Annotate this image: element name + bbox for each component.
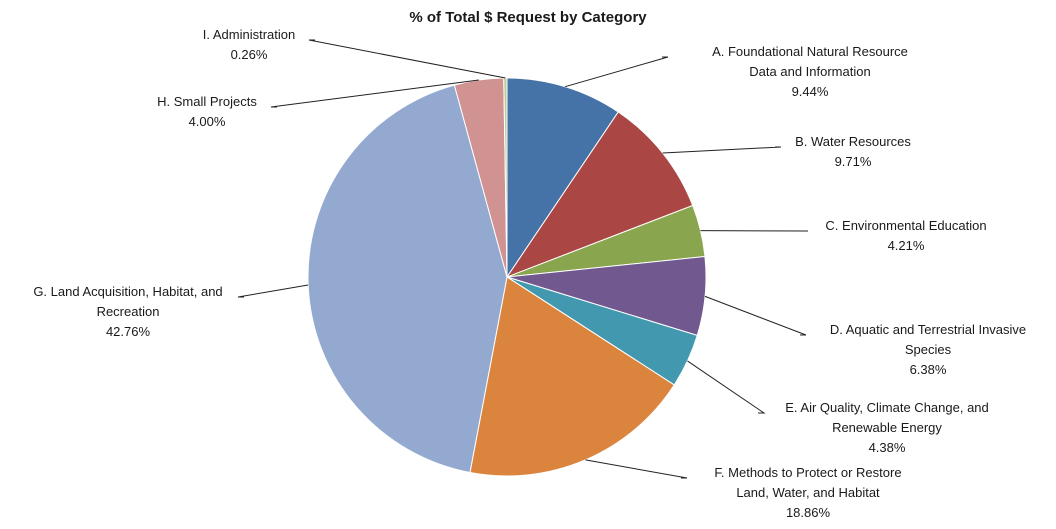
leader-line-a [565, 57, 668, 87]
leader-line-d [705, 296, 806, 335]
leader-line-e [687, 361, 764, 413]
leader-line-f [585, 460, 687, 478]
leader-line-i [309, 40, 505, 78]
pie-slices [308, 78, 706, 476]
leader-line-b [663, 147, 781, 153]
chart-title: % of Total $ Request by Category [409, 9, 647, 26]
leader-line-g [238, 285, 308, 297]
